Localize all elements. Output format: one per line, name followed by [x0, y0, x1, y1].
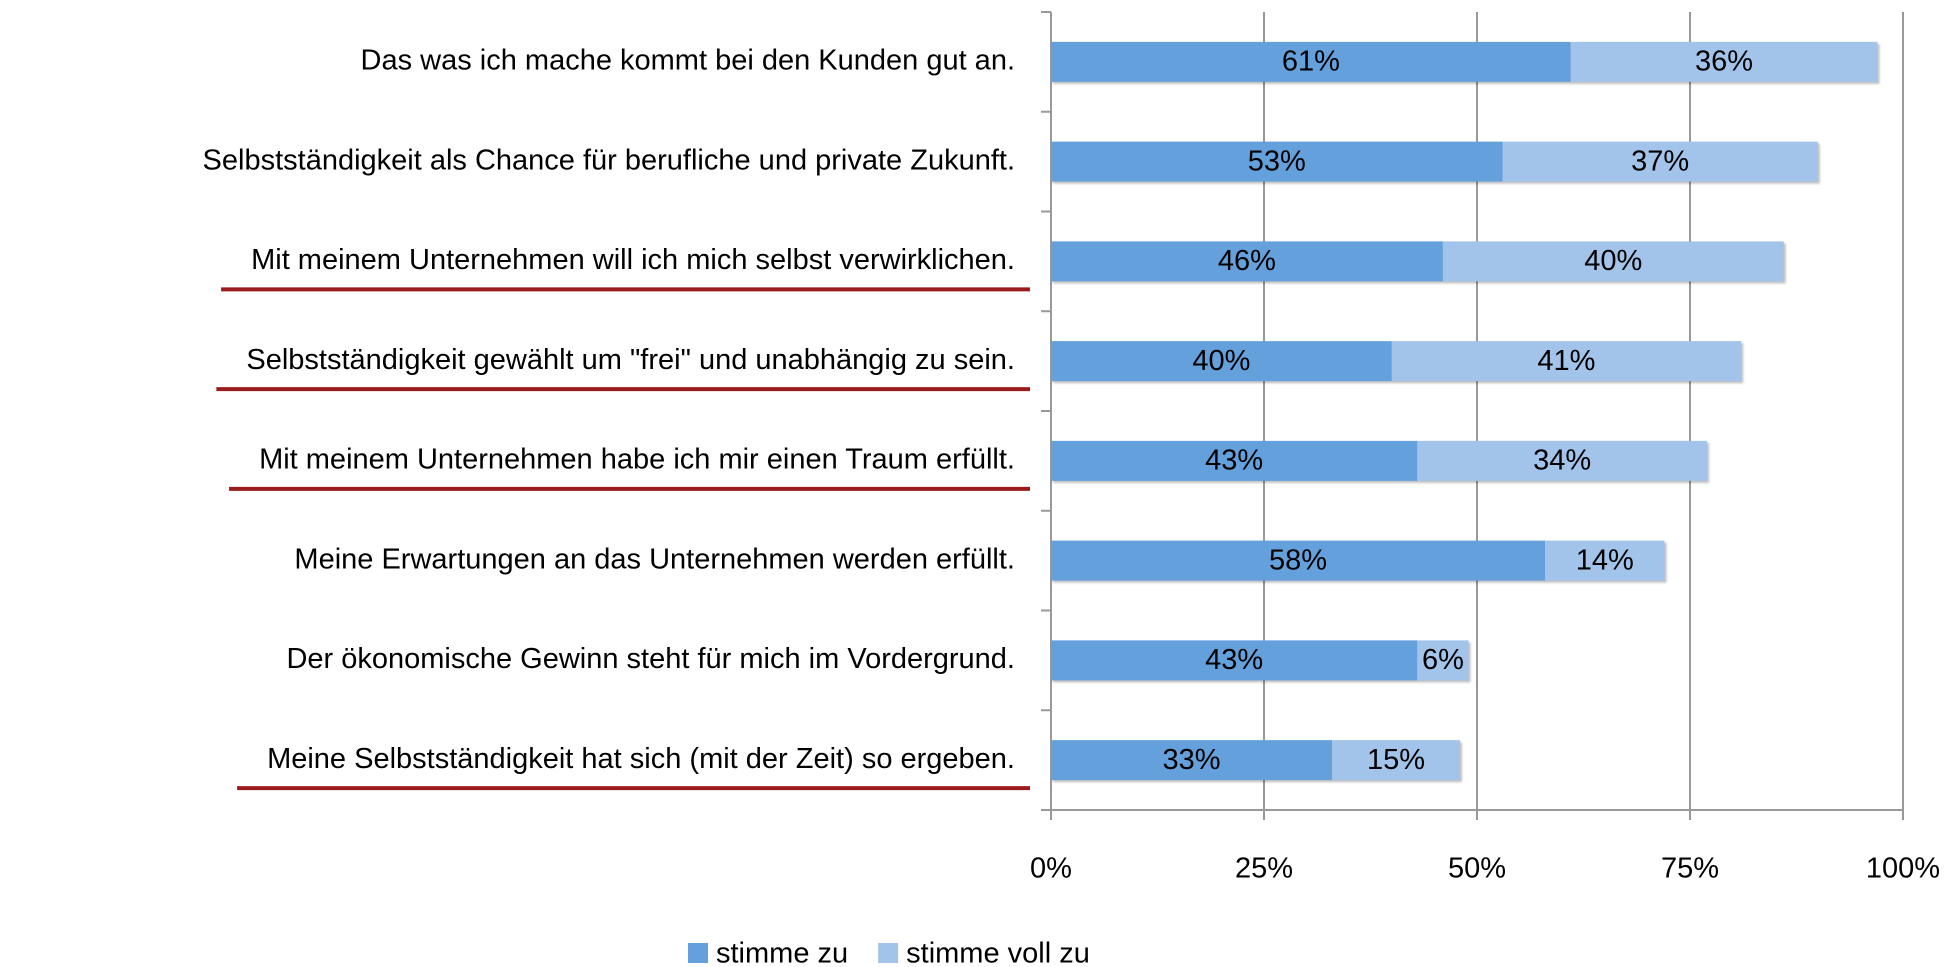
- bar-value-label: 41%: [1537, 345, 1595, 377]
- bar: [1570, 41, 1878, 82]
- bar-value-label: 58%: [1269, 544, 1327, 576]
- bar: [1051, 440, 1418, 481]
- bar: [1051, 640, 1418, 681]
- bar: [1332, 740, 1460, 781]
- x-tick-label: 50%: [1448, 853, 1506, 885]
- bar-value-label: 46%: [1218, 245, 1276, 277]
- bar: [1051, 41, 1571, 82]
- bar-value-label: 37%: [1631, 145, 1689, 177]
- bar: [1051, 341, 1392, 382]
- x-tick-label: 25%: [1235, 853, 1293, 885]
- bar-value-label: 36%: [1695, 46, 1753, 78]
- legend-swatch: [878, 943, 899, 963]
- bar: [1545, 540, 1665, 581]
- y-tick-label: Selbstständigkeit gewählt um "frei" und …: [246, 344, 1015, 376]
- y-tick-label: Mit meinem Unternehmen habe ich mir eine…: [259, 444, 1015, 476]
- bar: [1417, 440, 1708, 481]
- legend-label: stimme voll zu: [906, 938, 1090, 967]
- bar-value-label: 34%: [1533, 445, 1591, 477]
- x-tick-label: 75%: [1661, 853, 1719, 885]
- y-tick-label: Selbstständigkeit als Chance für berufli…: [203, 144, 1015, 176]
- bar: [1502, 141, 1818, 182]
- bar: [1051, 740, 1333, 781]
- y-tick-label: Meine Selbstständigkeit hat sich (mit de…: [267, 743, 1015, 775]
- bar-value-label: 14%: [1576, 544, 1634, 576]
- y-tick-label: Der ökonomische Gewinn steht für mich im…: [286, 643, 1015, 675]
- y-tick-label: Mit meinem Unternehmen will ich mich sel…: [251, 244, 1015, 276]
- bar: [1051, 241, 1443, 282]
- bar: [1051, 141, 1503, 182]
- y-tick-label: Meine Erwartungen an das Unternehmen wer…: [294, 543, 1015, 575]
- bar: [1051, 540, 1546, 581]
- y-tick-label: Das was ich mache kommt bei den Kunden g…: [361, 45, 1015, 77]
- bar-value-label: 33%: [1163, 744, 1221, 776]
- x-tick-label: 0%: [1030, 853, 1072, 885]
- bar-value-label: 43%: [1205, 644, 1263, 676]
- bar-value-label: 43%: [1205, 445, 1263, 477]
- bar: [1442, 241, 1784, 282]
- bar: [1417, 640, 1469, 681]
- bar-value-label: 15%: [1367, 744, 1425, 776]
- legend-swatch: [688, 943, 708, 963]
- x-tick-label: 100%: [1866, 853, 1940, 885]
- bar-value-label: 40%: [1192, 345, 1250, 377]
- bar-value-label: 6%: [1422, 644, 1464, 676]
- legend-label: stimme zu: [716, 938, 848, 967]
- bar-value-label: 40%: [1584, 245, 1642, 277]
- bar: [1391, 341, 1742, 382]
- bar-value-label: 53%: [1248, 145, 1306, 177]
- bar-value-label: 61%: [1282, 46, 1340, 78]
